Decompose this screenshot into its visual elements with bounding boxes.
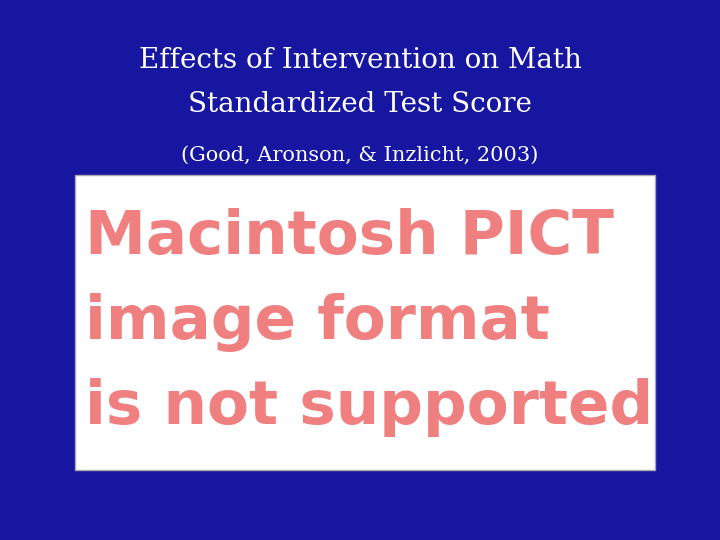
Text: is not supported: is not supported [85,378,653,437]
Text: image format: image format [85,293,550,352]
Text: Standardized Test Score: Standardized Test Score [188,91,532,118]
Text: (Good, Aronson, & Inzlicht, 2003): (Good, Aronson, & Inzlicht, 2003) [181,145,539,165]
Text: Effects of Intervention on Math: Effects of Intervention on Math [138,46,582,73]
Bar [75,175,655,470]
Text: Macintosh PICT: Macintosh PICT [85,208,614,267]
